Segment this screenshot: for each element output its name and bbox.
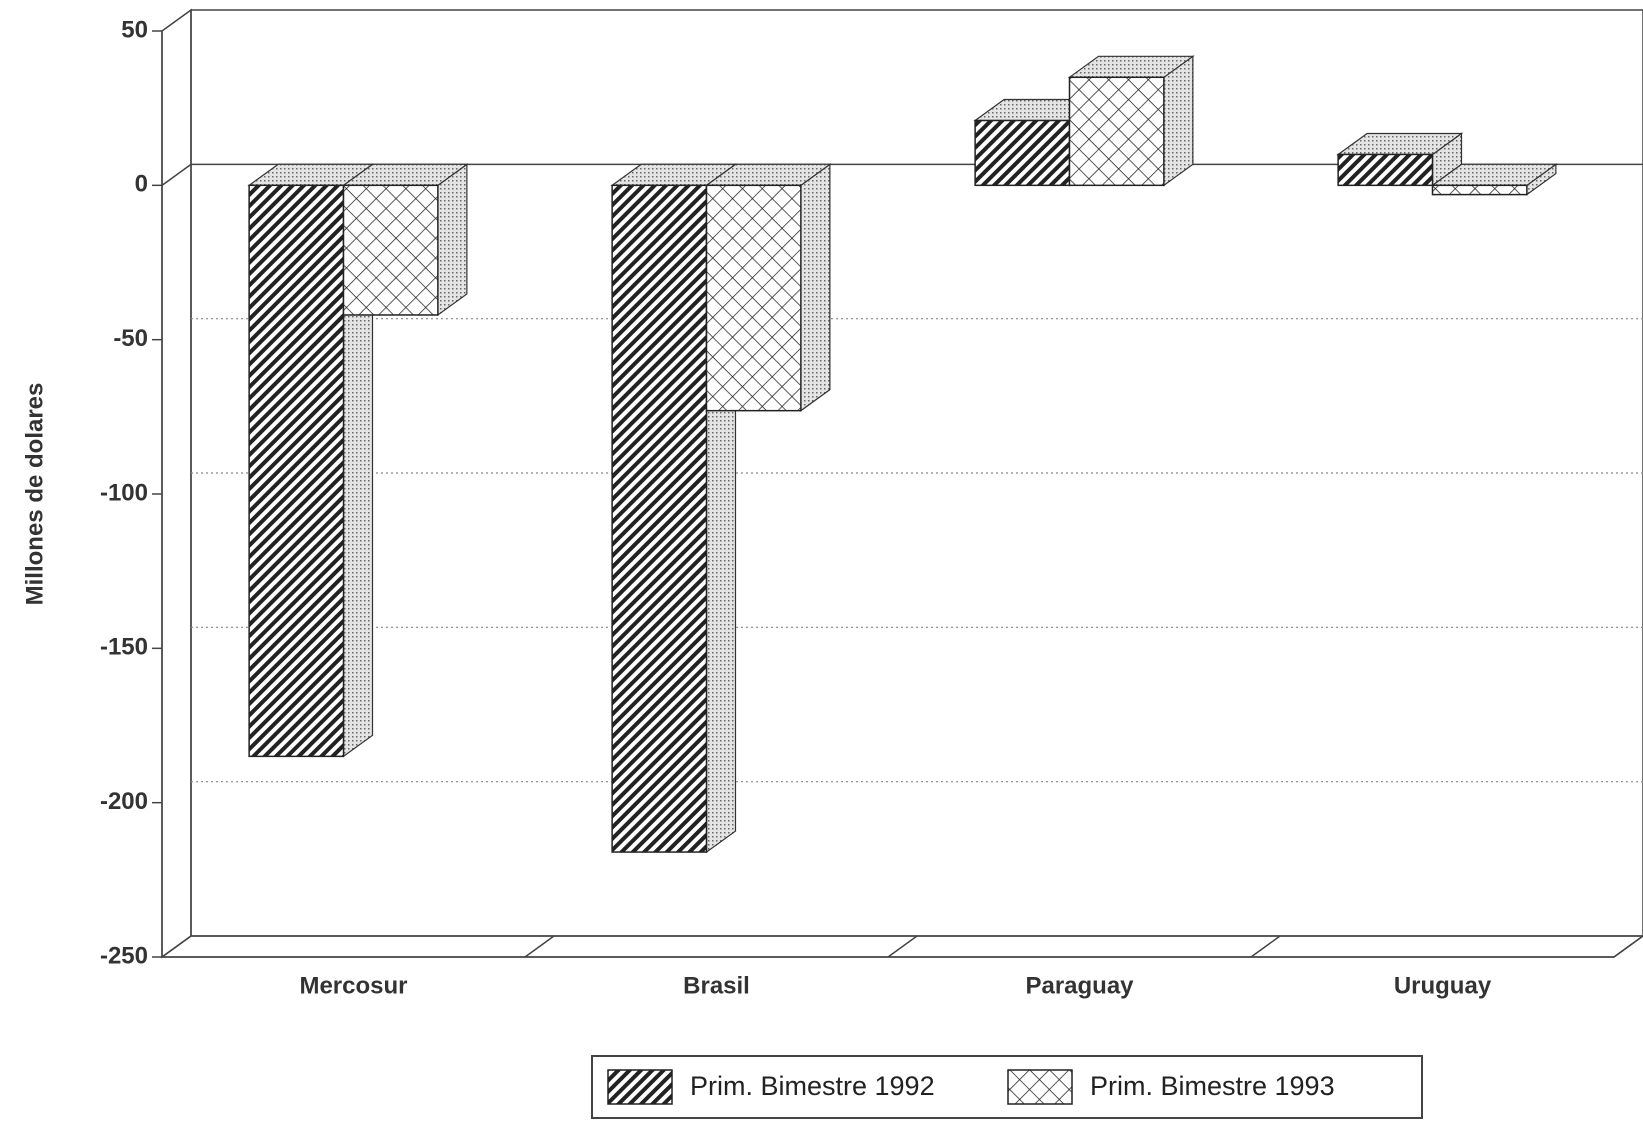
- bar-side: [800, 163, 831, 412]
- bar: [705, 184, 802, 412]
- bar: [1337, 153, 1434, 187]
- y-tick-label: -150: [100, 634, 148, 661]
- legend-box: [591, 1055, 1423, 1119]
- floor-divider: [887, 935, 918, 958]
- zero-side: [161, 163, 192, 186]
- floor-divider: [524, 935, 555, 958]
- bar: [611, 184, 708, 853]
- y-axis-label: Millones de dolares: [21, 383, 48, 606]
- y-tick-label: 0: [135, 171, 148, 198]
- x-tick-label: Brasil: [683, 972, 750, 999]
- side-wall: [161, 8, 192, 959]
- legend-label: Prim. Bimestre 1992: [690, 1071, 935, 1101]
- y-tick-label: -200: [100, 788, 148, 815]
- bar-side: [437, 163, 468, 317]
- y-tick-label: 50: [121, 16, 148, 43]
- x-tick-label: Paraguay: [1025, 972, 1134, 999]
- y-tick-label: -250: [100, 942, 148, 969]
- bar: [248, 184, 345, 758]
- bar: [1431, 184, 1528, 196]
- floor-divider: [1250, 935, 1281, 958]
- y-tick-label: -100: [100, 479, 148, 506]
- legend-swatch: [1007, 1069, 1073, 1105]
- floor-divider: [1613, 935, 1643, 958]
- bar: [342, 184, 439, 316]
- x-tick-label: Mercosur: [299, 972, 407, 999]
- legend: Prim. Bimestre 1992 Prim. Bimestre 1993: [591, 1055, 1423, 1119]
- bar-side: [1163, 55, 1194, 187]
- bar: [1068, 76, 1165, 187]
- bar: [974, 119, 1071, 187]
- legend-swatch: [607, 1069, 673, 1105]
- legend-label: Prim. Bimestre 1993: [1090, 1071, 1335, 1101]
- y-tick-label: -50: [113, 325, 148, 352]
- x-tick-label: Uruguay: [1394, 972, 1492, 999]
